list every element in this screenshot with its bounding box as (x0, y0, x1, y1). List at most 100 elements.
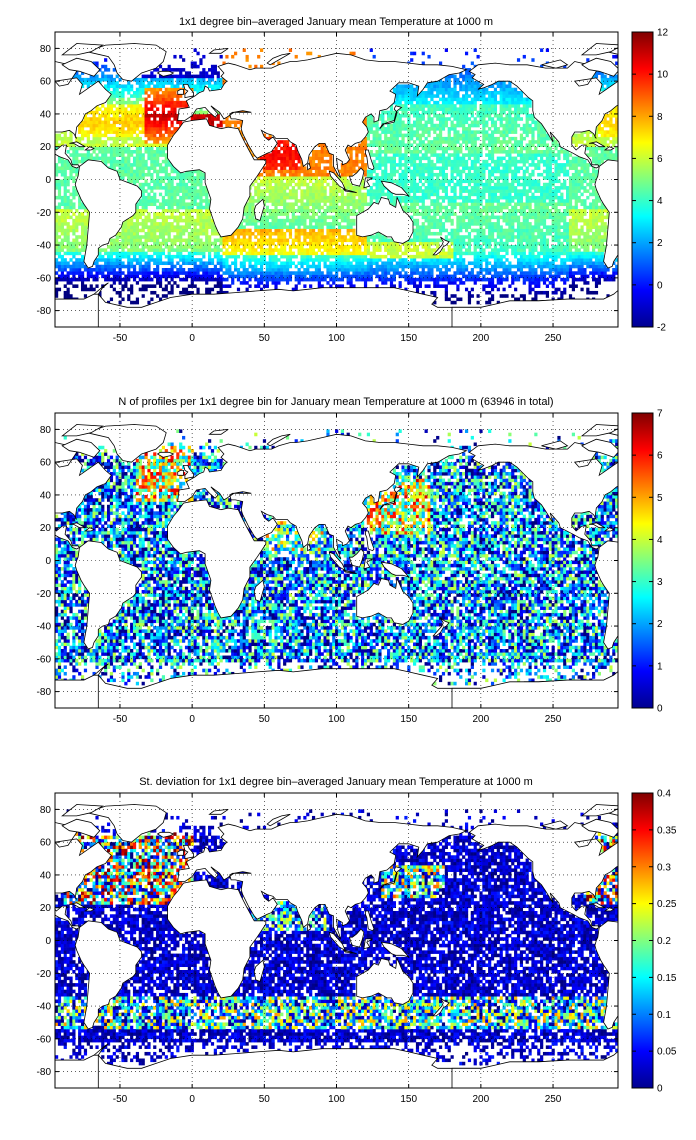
data-bin (332, 277, 336, 282)
data-bin (199, 261, 203, 266)
data-bin (424, 215, 428, 220)
data-bin (274, 268, 278, 272)
data-bin (124, 245, 128, 249)
data-bin (571, 215, 575, 220)
data-bin (511, 205, 515, 210)
data-bin (467, 271, 472, 275)
data-bin (164, 271, 168, 275)
data-bin (384, 271, 388, 275)
data-bin (583, 274, 587, 279)
data-bin (251, 241, 255, 246)
data-bin (464, 179, 469, 184)
data-bin (144, 251, 148, 256)
data-bin (187, 290, 191, 295)
data-bin (72, 176, 76, 180)
data-bin (329, 277, 333, 282)
data-bin (265, 271, 269, 275)
data-bin (433, 300, 437, 305)
data-bin (161, 212, 166, 216)
data-bin (361, 238, 365, 243)
data-bin (277, 218, 281, 223)
data-bin (574, 258, 578, 262)
data-bin (262, 271, 267, 275)
data-bin (349, 251, 353, 256)
data-bin (288, 192, 293, 197)
data-bin (72, 284, 76, 288)
data-bin (571, 284, 575, 288)
data-bin (343, 202, 347, 207)
data-bin (597, 231, 601, 236)
data-bin (438, 254, 443, 259)
data-bin (505, 205, 509, 210)
data-bin (161, 271, 166, 275)
data-bin (479, 192, 483, 197)
data-bin (594, 254, 599, 259)
data-bin (141, 225, 145, 229)
data-bin (144, 268, 148, 272)
data-bin (205, 202, 209, 207)
data-bin (358, 192, 362, 197)
data-bin (542, 245, 547, 249)
data-bin (534, 261, 538, 266)
data-bin (127, 274, 131, 279)
data-bin (300, 182, 304, 187)
data-bin (127, 169, 131, 174)
data-bin (277, 195, 281, 200)
data-bin (389, 281, 394, 285)
data-bin (404, 199, 408, 203)
data-bin (490, 199, 495, 203)
data-bin (268, 186, 272, 190)
data-bin (277, 186, 281, 190)
data-bin (436, 245, 440, 249)
data-bin (453, 254, 457, 259)
data-bin (153, 218, 157, 223)
data-bin (612, 268, 616, 272)
data-bin (450, 228, 454, 233)
data-bin (597, 271, 601, 275)
data-bin (271, 268, 275, 272)
data-bin (83, 231, 88, 236)
data-bin (372, 241, 376, 246)
data-bin (433, 222, 437, 226)
data-bin (285, 241, 290, 246)
data-bin (438, 209, 443, 213)
data-bin (560, 271, 564, 275)
data-bin (522, 294, 526, 298)
data-bin (248, 284, 252, 288)
data-bin (580, 166, 584, 170)
data-bin (106, 274, 111, 279)
data-bin (164, 218, 168, 223)
data-bin (80, 202, 85, 207)
data-bin (568, 179, 573, 184)
data-bin (447, 277, 451, 282)
data-bin (519, 182, 524, 187)
data-bin (130, 264, 134, 269)
data-bin (199, 277, 203, 282)
data-bin (548, 189, 552, 193)
data-bin (490, 294, 495, 298)
data-bin (592, 268, 596, 272)
data-bin (363, 166, 368, 170)
data-bin (141, 199, 145, 203)
data-bin (130, 215, 134, 220)
data-bin (531, 199, 535, 203)
data-bin (335, 241, 339, 246)
data-bin (413, 182, 417, 187)
data-bin (525, 215, 529, 220)
data-bin (499, 176, 503, 180)
data-bin (366, 258, 371, 262)
data-bin (444, 179, 448, 184)
data-bin (516, 245, 521, 249)
data-bin (291, 212, 295, 216)
data-bin (531, 251, 535, 256)
data-bin (496, 264, 500, 269)
data-bin (502, 176, 506, 180)
data-bin (456, 166, 460, 170)
data-bin (586, 166, 590, 170)
data-bin (147, 277, 151, 282)
data-bin (150, 195, 154, 200)
data-bin (196, 222, 200, 226)
data-bin (236, 231, 241, 236)
data-bin (78, 215, 82, 220)
data-bin (392, 199, 396, 203)
